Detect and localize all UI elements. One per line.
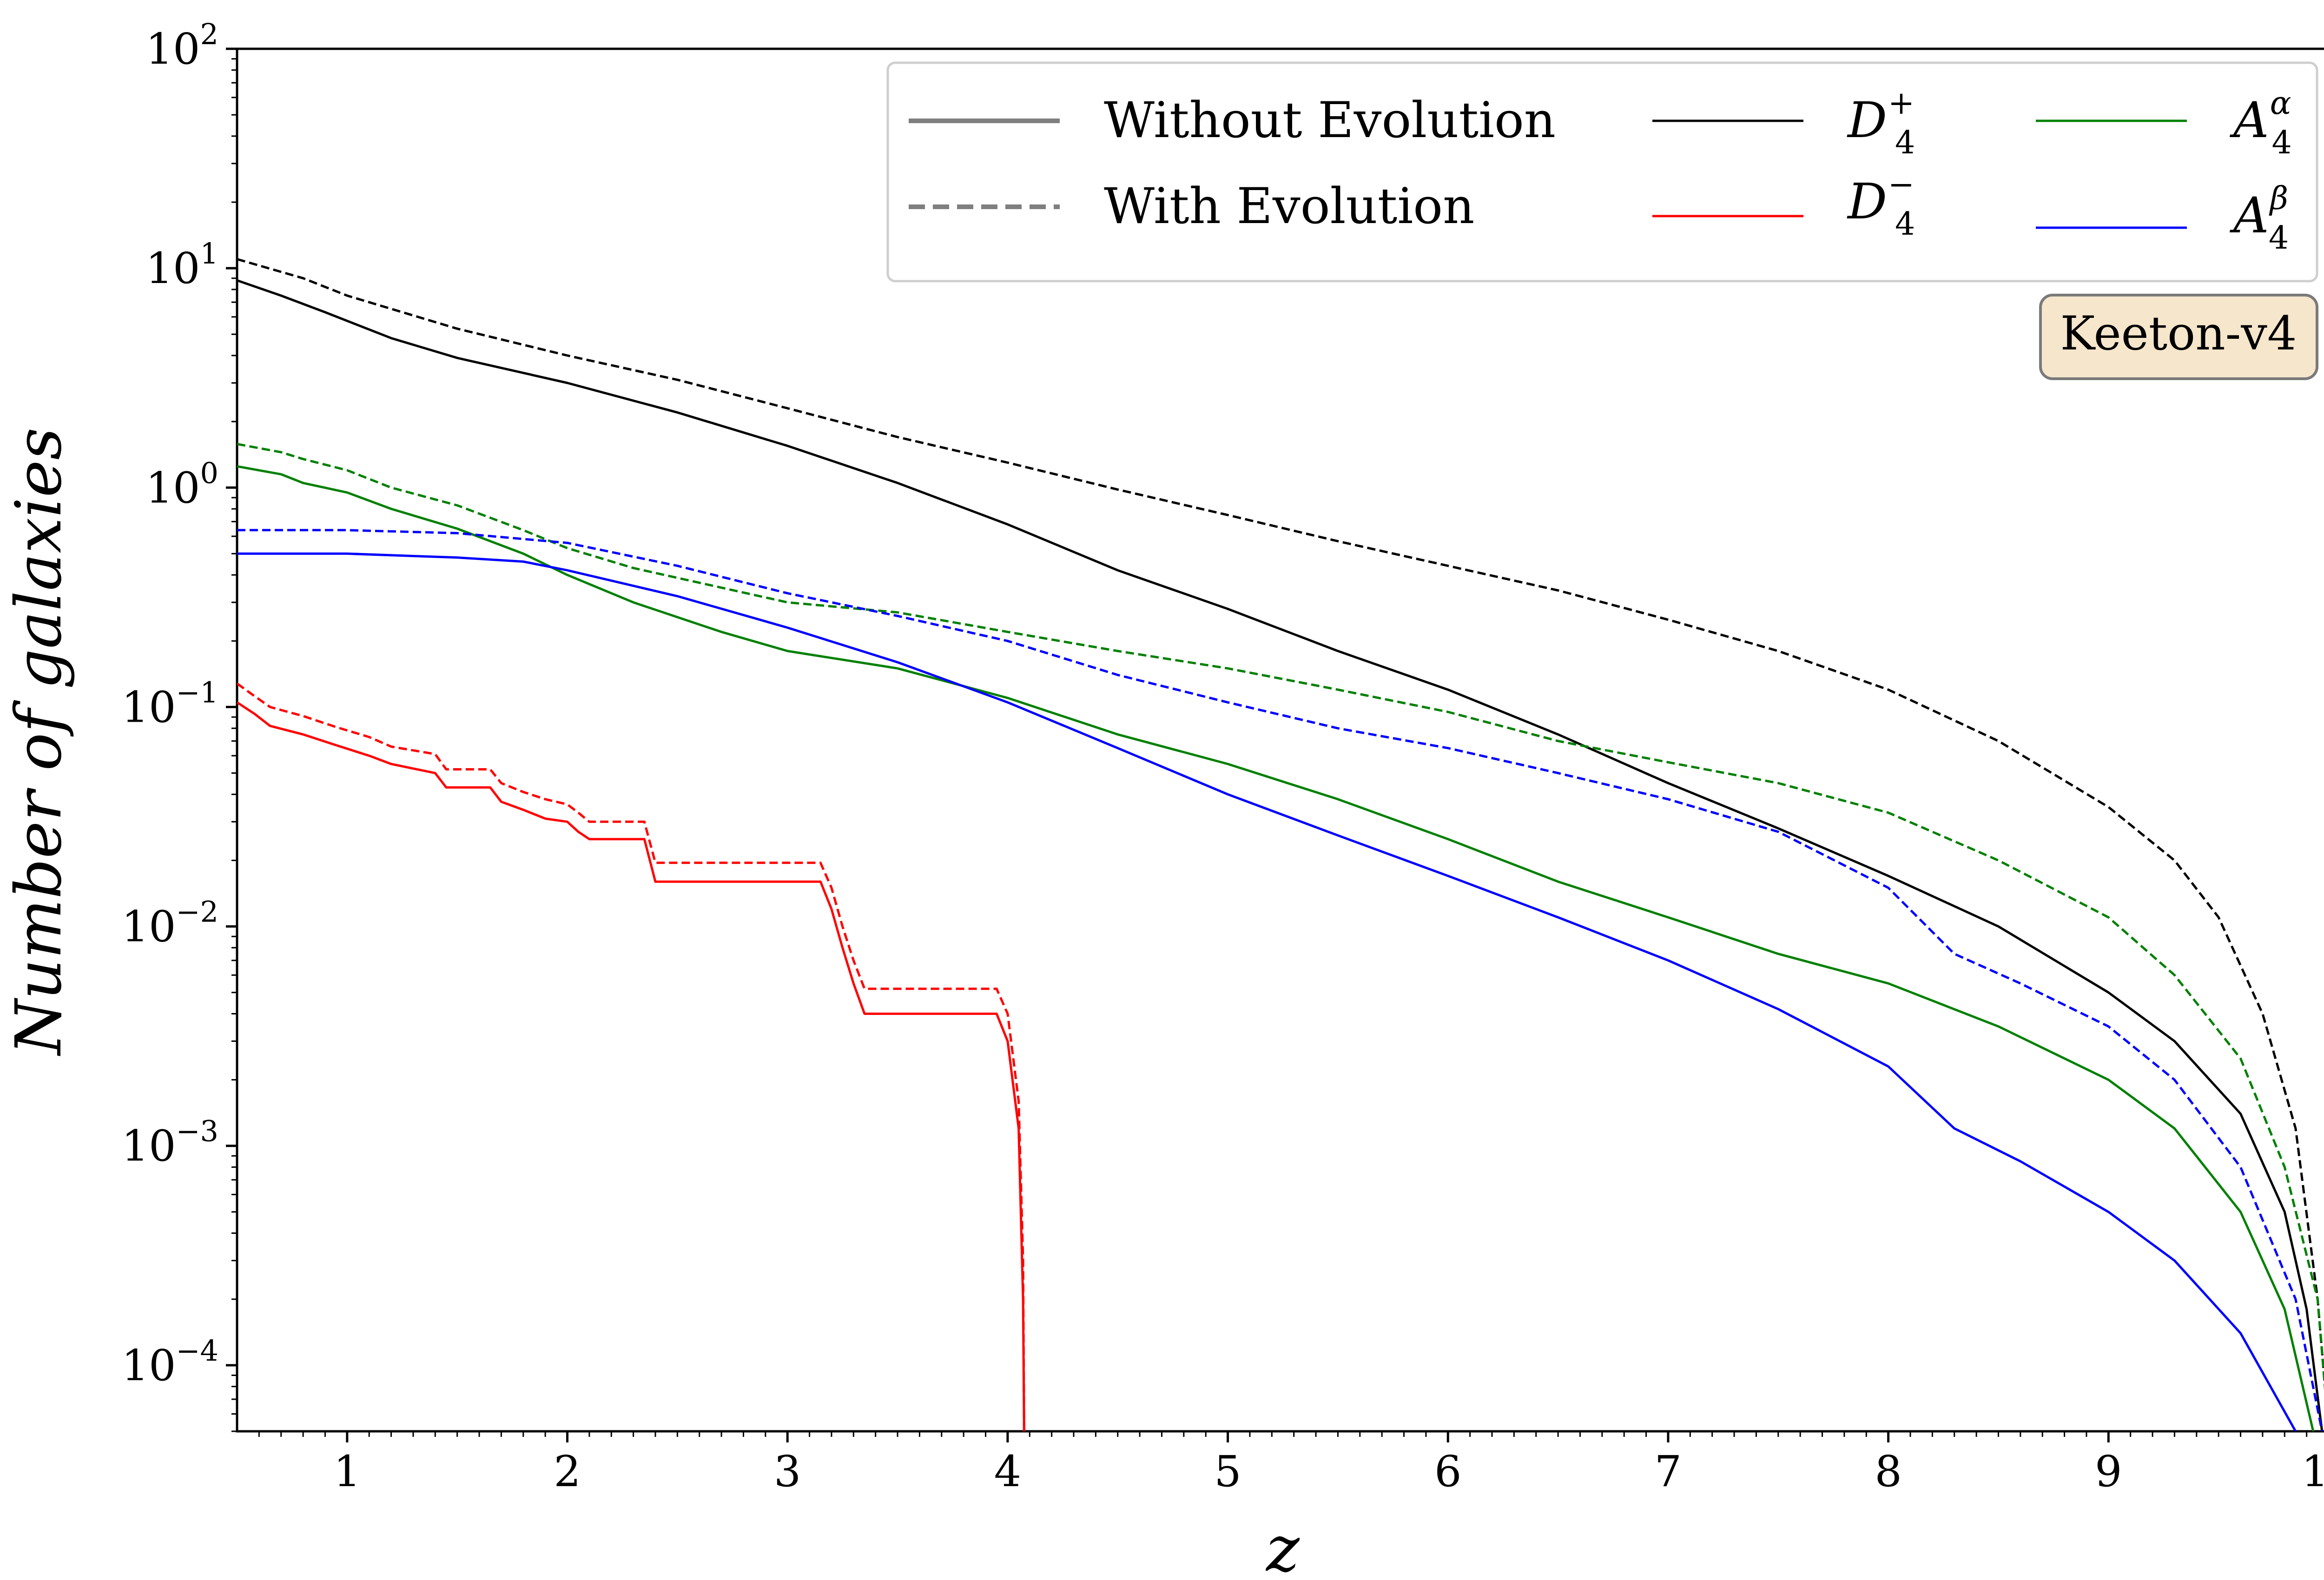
series-d4--with-evolution (237, 682, 1025, 1431)
x-tick-label: 8 (1875, 1447, 1902, 1496)
x-tick-label: 3 (774, 1447, 801, 1496)
model-badge-label: Keeton-v4 (2060, 306, 2297, 361)
legend-label-without-evolution: Without Evolution (1104, 92, 1556, 149)
x-tick-label: 1 (334, 1447, 361, 1496)
series-layer (237, 258, 2324, 1431)
series-a4beta-without-evolution (237, 552, 2297, 1431)
legend: Without Evolution With Evolution D+ 4 D− 4… (886, 61, 2318, 283)
plot-frame (236, 47, 2324, 1433)
model-badge: Keeton-v4 (2039, 294, 2318, 380)
x-axis-ticks: 1 2 3 4 5 6 7 8 9 10 (258, 1431, 2324, 1496)
series-d4+-with-evolution (237, 258, 2324, 1390)
y-tick-label: 101 (145, 237, 218, 293)
x-tick-label: 6 (1434, 1447, 1462, 1496)
series-a4alpha-with-evolution (237, 443, 2324, 1390)
y-tick-label: 10−4 (122, 1334, 218, 1390)
y-tick-label: 10−2 (122, 895, 218, 952)
x-tick-label: 5 (1214, 1447, 1241, 1496)
series-a4beta-with-evolution (237, 529, 2324, 1431)
x-tick-label: 2 (554, 1447, 581, 1496)
model-badge-box (2039, 294, 2318, 380)
series-a4alpha-without-evolution (237, 465, 2315, 1431)
series-d4+-without-evolution (237, 279, 2324, 1431)
x-tick-label: 9 (2095, 1447, 2122, 1496)
x-tick-label: 10 (2301, 1447, 2324, 1496)
x-tick-label: 7 (1655, 1447, 1682, 1496)
legend-label-a4-beta: Aβ 4 (2229, 180, 2289, 257)
legend-label-d4-minus: D− 4 (1847, 166, 1915, 243)
legend-label-with-evolution: With Evolution (1104, 178, 1474, 235)
y-tick-label: 100 (145, 456, 218, 513)
y-tick-label: 102 (145, 17, 218, 74)
y-axis-ticks: 10−4 10−3 10−2 10−1 100 101 102 (122, 17, 237, 1432)
series-d4--without-evolution (237, 701, 1025, 1431)
legend-box (886, 61, 2318, 283)
legend-label-a4-alpha: Aα 4 (2229, 85, 2292, 161)
x-tick-label: 4 (994, 1447, 1022, 1496)
y-tick-label: 10−1 (122, 675, 218, 732)
y-tick-label: 10−3 (122, 1114, 218, 1171)
x-axis-label: z (1265, 1513, 1300, 1580)
legend-label-d4-plus: D+ 4 (1847, 85, 1915, 161)
y-axis-label: Number of galaxies (2, 428, 76, 1056)
